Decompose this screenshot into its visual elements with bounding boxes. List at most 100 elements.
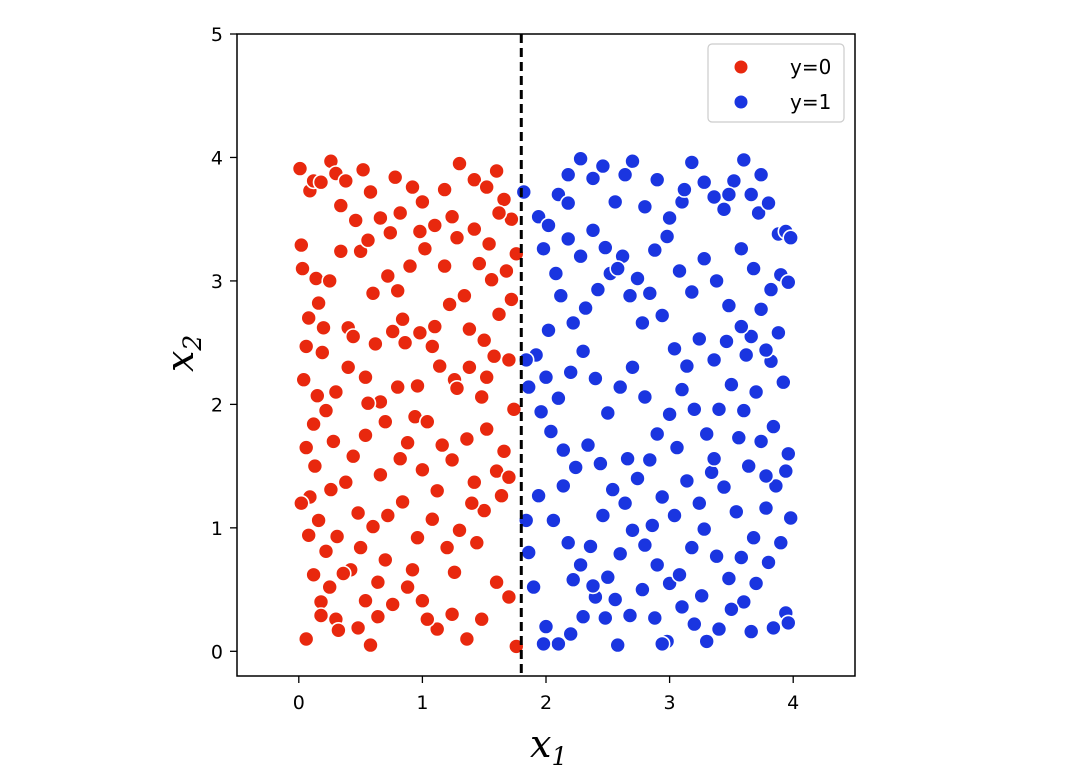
point-y=0-43 [404, 178, 421, 196]
point-y=0-132 [418, 610, 436, 628]
point-y=0-135 [330, 621, 347, 639]
point-y=0-82 [423, 510, 441, 528]
x-tick-label-2: 2 [540, 692, 552, 714]
point-y=0-133 [404, 561, 421, 579]
point-y=1-85 [599, 568, 617, 586]
point-y=0-13 [300, 309, 318, 327]
point-y=1-173 [619, 450, 636, 468]
point-y=0-101 [362, 636, 379, 654]
point-y=0-50 [488, 162, 505, 180]
point-y=1-103 [646, 609, 664, 627]
point-y=0-141 [305, 415, 322, 433]
point-y=0-56 [470, 255, 488, 272]
point-y=1-61 [678, 472, 696, 490]
point-y=0-9 [292, 236, 310, 254]
point-y=0-150 [465, 473, 483, 491]
x-tick-label-0: 0 [293, 692, 305, 714]
point-y=1-160 [559, 166, 577, 183]
point-y=0-145 [386, 168, 404, 186]
point-y=1-6 [584, 170, 602, 187]
point-y=1-51 [554, 441, 572, 459]
point-y=0-127 [458, 430, 476, 448]
point-y=0-69 [431, 357, 449, 375]
point-y=0-11 [307, 270, 325, 287]
legend-label-y1: y=1 [790, 90, 831, 114]
point-y=1-108 [708, 547, 725, 565]
point-y=0-124 [414, 461, 431, 479]
point-y=0-116 [399, 434, 416, 452]
point-y=1-111 [745, 529, 762, 547]
point-y=1-112 [757, 499, 775, 517]
y-axis-ticks: 0 1 2 3 4 5 [211, 24, 237, 663]
point-y=0-143 [347, 212, 365, 229]
point-y=1-165 [693, 587, 711, 605]
point-y=1-62 [690, 494, 708, 512]
point-y=1-4 [559, 194, 577, 212]
point-y=1-21 [750, 204, 767, 222]
point-y=1-169 [765, 619, 782, 637]
point-y=1-164 [653, 635, 671, 653]
point-y=0-108 [364, 284, 382, 302]
point-y=0-81 [438, 539, 456, 556]
point-y=1-174 [643, 517, 661, 534]
point-y=1-101 [621, 607, 639, 624]
point-y=0-76 [495, 442, 513, 460]
point-y=1-138 [572, 247, 589, 265]
point-y=0-96 [458, 630, 476, 648]
point-y=0-21 [325, 433, 342, 450]
point-y=1-8 [606, 193, 624, 211]
point-y=1-22 [760, 194, 777, 212]
point-y=0-146 [436, 181, 453, 198]
point-y=1-32 [705, 351, 723, 369]
point-y=0-49 [478, 178, 496, 196]
point-y=0-14 [310, 294, 327, 312]
y-axis-label-subscript: 2 [178, 335, 207, 352]
point-y=0-125 [428, 482, 446, 500]
point-y=0-75 [505, 400, 523, 418]
point-y=0-92 [399, 578, 416, 596]
point-y=1-49 [532, 403, 550, 421]
point-y=1-30 [732, 318, 750, 335]
point-y=0-87 [352, 539, 369, 556]
point-y=1-17 [715, 201, 733, 218]
point-y=1-52 [567, 459, 585, 476]
point-y=1-91 [525, 578, 542, 596]
point-y=1-137 [559, 230, 577, 248]
x-tick-label-3: 3 [664, 692, 676, 714]
point-y=1-58 [641, 451, 659, 469]
point-y=1-19 [735, 151, 753, 169]
point-y=1-55 [604, 481, 622, 498]
point-y=1-122 [685, 400, 703, 418]
point-y=0-84 [394, 493, 411, 511]
point-y=1-12 [661, 209, 678, 227]
point-y=1-123 [673, 381, 691, 398]
x-axis-ticks: 0 1 2 3 4 [293, 676, 799, 714]
point-y=0-91 [384, 596, 402, 613]
point-y=0-10 [294, 260, 311, 277]
point-y=0-20 [317, 402, 335, 419]
point-y=1-129 [599, 404, 617, 422]
x-tick-label-4: 4 [787, 692, 799, 714]
point-y=1-158 [676, 181, 693, 198]
point-y=0-131 [446, 563, 463, 581]
point-y=0-115 [461, 320, 478, 338]
point-y=1-2 [540, 217, 557, 234]
point-y=1-56 [616, 494, 634, 512]
point-y=1-162 [564, 571, 582, 589]
point-y=1-144 [646, 241, 664, 259]
point-y=1-125 [648, 425, 666, 443]
point-y=1-37 [641, 284, 659, 302]
point-y=0-111 [465, 220, 483, 238]
point-y=0-139 [339, 358, 357, 376]
point-y=0-122 [372, 466, 389, 484]
point-y=0-156 [500, 468, 518, 486]
point-y=1-126 [636, 388, 654, 406]
point-y=0-64 [357, 368, 374, 386]
point-y=1-107 [695, 520, 713, 538]
point-y=0-29 [317, 542, 335, 560]
point-y=0-16 [297, 338, 315, 355]
point-y=1-150 [720, 297, 738, 314]
point-y=0-30 [328, 528, 346, 545]
point-y=1-146 [671, 262, 688, 280]
point-y=1-119 [723, 376, 740, 393]
